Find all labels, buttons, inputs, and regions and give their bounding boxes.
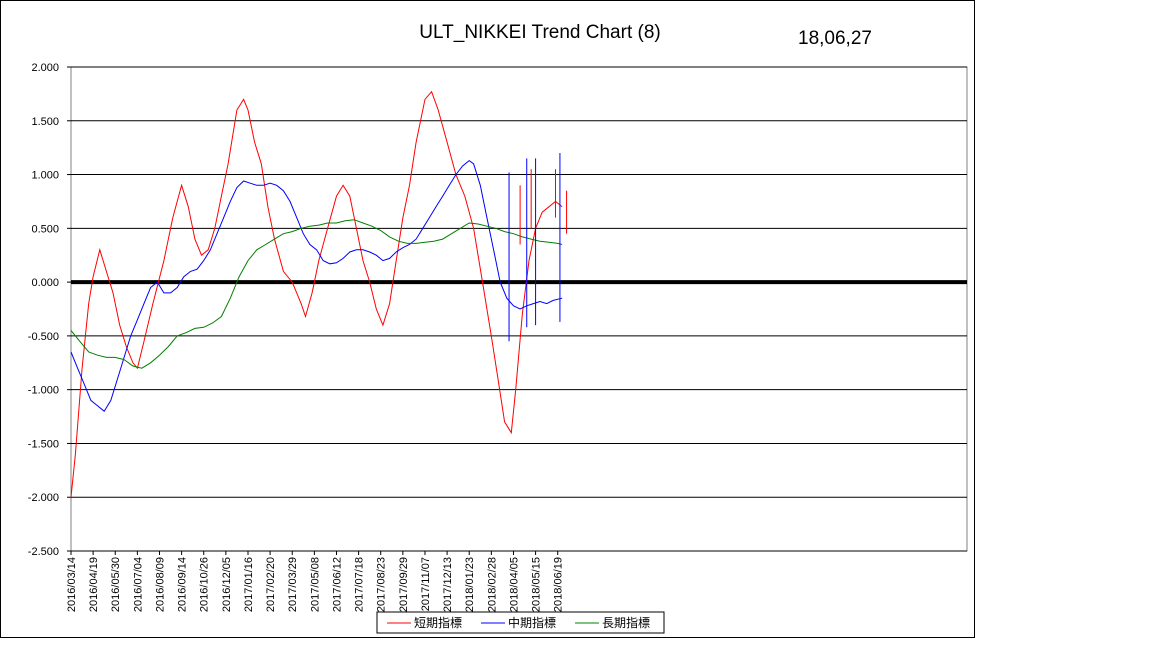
- mid-term-series: [70, 159, 563, 412]
- legend-label-long: 長期指標: [602, 615, 650, 630]
- legend-label-mid: 中期指標: [508, 615, 556, 630]
- date-stamp: 18,06,27: [798, 28, 872, 49]
- x-tick-label: 2017/07/18: [354, 557, 366, 612]
- x-tick-label: 2018/04/05: [508, 557, 520, 612]
- x-tick-label: 2017/12/13: [442, 557, 454, 612]
- legend-box: [376, 611, 665, 634]
- y-tick-label: -0.500: [28, 331, 59, 343]
- x-tick-label: 2016/08/09: [154, 557, 166, 612]
- y-tick-label: 2.000: [31, 62, 59, 74]
- y-tick-label: 1.500: [31, 116, 59, 128]
- x-tick-label: 2016/04/19: [88, 557, 100, 612]
- x-tick-label: 2018/05/15: [531, 557, 543, 612]
- x-tick-label: 2016/10/26: [199, 557, 211, 612]
- x-tick-label: 2016/05/30: [110, 557, 122, 612]
- y-tick-label: 0.500: [31, 223, 59, 235]
- y-tick-label: 0.000: [31, 277, 59, 289]
- x-tick-label: 2018/06/19: [553, 557, 565, 612]
- legend-label-short: 短期指標: [414, 615, 462, 630]
- x-tick-label: 2017/06/12: [331, 557, 343, 612]
- short-term-series: [70, 90, 563, 498]
- chart-title: ULT_NIKKEI Trend Chart (8): [419, 22, 660, 43]
- y-tick-label: -1.000: [28, 385, 59, 397]
- x-tick-label: 2016/09/14: [177, 557, 189, 612]
- x-tick-label: 2018/02/28: [486, 557, 498, 612]
- x-tick-label: 2018/01/23: [464, 557, 476, 612]
- y-tick-label: -2.500: [28, 546, 59, 558]
- x-tick-label: 2017/11/07: [420, 557, 432, 611]
- y-tick-label: -2.000: [28, 492, 59, 504]
- x-tick-label: 2017/01/16: [243, 557, 255, 612]
- x-tick-label: 2017/09/29: [398, 557, 410, 612]
- long-term-series: [70, 219, 563, 369]
- legend: 短期指標 中期指標 長期指標: [376, 611, 665, 634]
- x-tick-label: 2016/03/14: [66, 557, 78, 612]
- x-tick-label: 2016/12/05: [221, 557, 233, 612]
- x-tick-label: 2017/03/29: [287, 557, 299, 612]
- x-tick-label: 2017/08/23: [376, 557, 388, 612]
- plot-area: 2.000 1.500 1.000 0.500 0.000 -0.500 -1.000 -1.…: [28, 62, 968, 612]
- y-tick-label: -1.500: [28, 438, 59, 450]
- x-tick-label: 2017/05/08: [309, 557, 321, 612]
- x-tick-label: 2017/02/20: [265, 557, 277, 612]
- x-tick-label: 2016/07/04: [132, 557, 144, 612]
- y-tick-label: 1.000: [31, 170, 59, 182]
